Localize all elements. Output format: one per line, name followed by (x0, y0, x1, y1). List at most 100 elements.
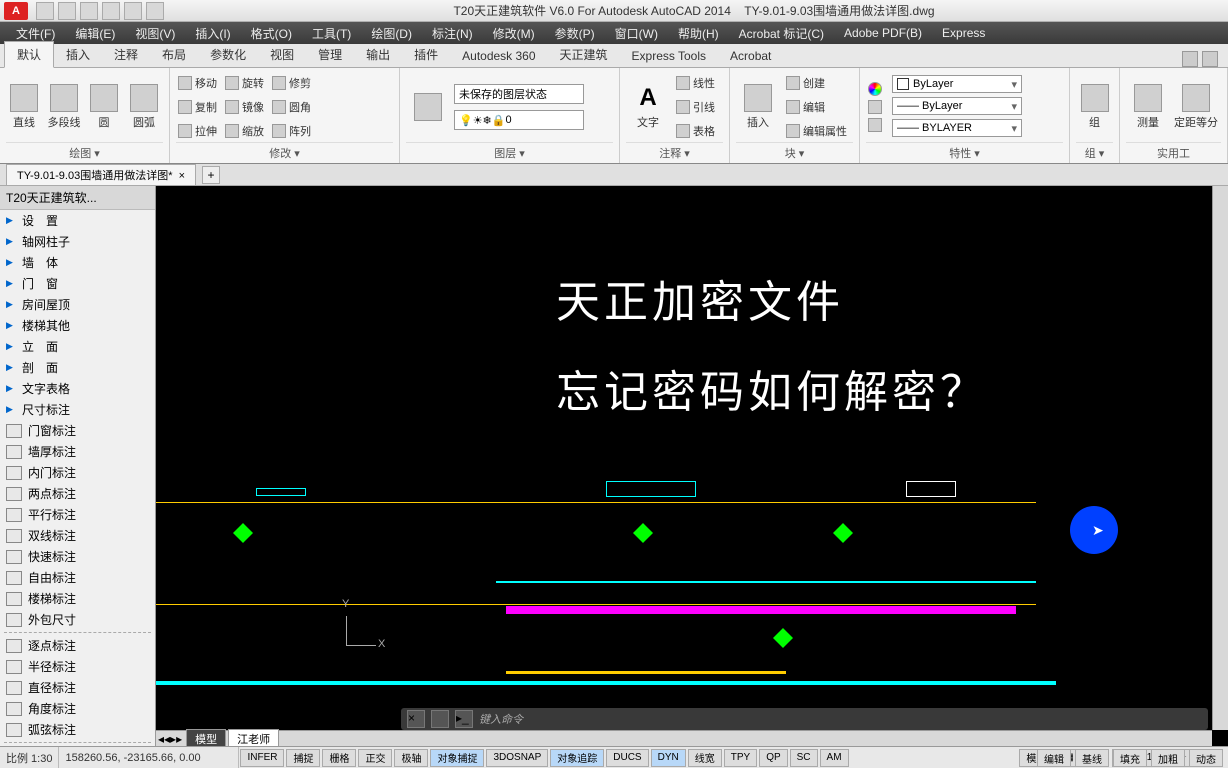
ribbon-tab[interactable]: 参数化 (198, 42, 258, 67)
menu-item[interactable]: 插入(I) (185, 25, 240, 42)
side-tool[interactable]: 角度标注 (0, 698, 155, 719)
ribbon-tab[interactable]: 输出 (354, 42, 402, 67)
drawing-canvas[interactable]: [-][俯视][二维线框] 天正加密文件 忘记密码如何解密？ ➤ X Y (156, 186, 1228, 746)
ribbon-tab[interactable]: Autodesk 360 (450, 45, 547, 67)
side-tool[interactable]: 半径标注 (0, 656, 155, 677)
status-toggle-正交[interactable]: 正交 (358, 749, 392, 767)
list-button[interactable] (866, 117, 884, 133)
app-logo[interactable]: A (4, 2, 28, 20)
qat-new-icon[interactable] (36, 2, 54, 20)
layer-state-combo[interactable]: 未保存的图层状态 (454, 84, 584, 104)
draw-直线-button[interactable]: 直线 (6, 73, 42, 141)
ribbon-tab[interactable]: Acrobat (718, 45, 783, 67)
block-button[interactable]: 创建 (784, 74, 849, 92)
status-toggle-TPY[interactable]: TPY (724, 749, 757, 767)
measure-button[interactable]: 测量 (1126, 73, 1170, 141)
side-category[interactable]: ▶墙 体 (0, 252, 155, 273)
side-category[interactable]: ▶立 面 (0, 336, 155, 357)
modify-button[interactable]: 修剪 (270, 74, 313, 92)
status-fill[interactable]: 填充 (1113, 749, 1147, 767)
side-category[interactable]: ▶房间屋顶 (0, 294, 155, 315)
modify-button[interactable]: 复制 (176, 98, 219, 116)
side-category[interactable]: ▶楼梯其他 (0, 315, 155, 336)
annot-button[interactable]: 线性 (674, 74, 717, 92)
side-tool[interactable]: 平行标注 (0, 504, 155, 525)
side-category[interactable]: ▶剖 面 (0, 357, 155, 378)
cmd-close-icon[interactable]: × (407, 710, 425, 728)
status-edit[interactable]: 编辑 (1037, 749, 1071, 767)
layer-props-button[interactable] (406, 73, 450, 141)
side-category[interactable]: ▶设 置 (0, 210, 155, 231)
layer-current-combo[interactable]: 💡☀❄🔒 0 (454, 110, 584, 130)
qat-save-icon[interactable] (80, 2, 98, 20)
text-button[interactable]: A文字 (626, 73, 670, 141)
menu-item[interactable]: Acrobat 标记(C) (729, 25, 834, 42)
status-toggle-AM[interactable]: AM (820, 749, 849, 767)
document-tab[interactable]: TY-9.01-9.03围墙通用做法详图* × (6, 164, 196, 185)
side-tool[interactable]: 墙厚标注 (0, 441, 155, 462)
status-toggle-QP[interactable]: QP (759, 749, 787, 767)
group-button[interactable]: 组 (1076, 73, 1113, 141)
status-toggle-极轴[interactable]: 极轴 (394, 749, 428, 767)
side-tool[interactable]: 快速标注 (0, 546, 155, 567)
status-toggle-DYN[interactable]: DYN (651, 749, 686, 767)
side-tool[interactable]: 直径标注 (0, 677, 155, 698)
modify-button[interactable]: 拉伸 (176, 122, 219, 140)
modify-button[interactable]: 旋转 (223, 74, 266, 92)
status-toggle-INFER[interactable]: INFER (240, 749, 284, 767)
status-toggle-SC[interactable]: SC (790, 749, 818, 767)
side-category[interactable]: ▶尺寸标注 (0, 399, 155, 420)
status-toggle-线宽[interactable]: 线宽 (688, 749, 722, 767)
status-toggle-DUCS[interactable]: DUCS (606, 749, 648, 767)
modify-button[interactable]: 圆角 (270, 98, 313, 116)
status-baseline[interactable]: 基线 (1075, 749, 1109, 767)
ribbon-tab[interactable]: 默认 (4, 41, 54, 68)
linetype-combo[interactable]: —— BYLAYER (892, 119, 1022, 137)
side-tool[interactable]: 外包尺寸 (0, 609, 155, 630)
annot-button[interactable]: 表格 (674, 122, 717, 140)
modify-button[interactable]: 阵列 (270, 122, 313, 140)
ribbon-tab[interactable]: 管理 (306, 42, 354, 67)
side-tool[interactable]: 逐点标注 (0, 635, 155, 656)
side-tool[interactable]: 两点标注 (0, 483, 155, 504)
side-tool[interactable]: 内门标注 (0, 462, 155, 483)
side-tool[interactable]: 尺寸编辑 (0, 745, 155, 746)
menu-item[interactable]: 标注(N) (422, 25, 483, 42)
status-bold[interactable]: 加粗 (1151, 749, 1185, 767)
bulb-icon[interactable] (1182, 51, 1198, 67)
menu-item[interactable]: 编辑(E) (65, 25, 125, 42)
ribbon-tab[interactable]: 天正建筑 (548, 42, 620, 67)
block-button[interactable]: 编辑 (784, 98, 849, 116)
menu-item[interactable]: Adobe PDF(B) (834, 26, 932, 40)
ribbon-tab[interactable]: 注释 (102, 42, 150, 67)
ribbon-tab[interactable]: 插件 (402, 42, 450, 67)
menu-item[interactable]: 绘图(D) (361, 25, 422, 42)
command-input[interactable]: 键入命令 (479, 711, 1202, 727)
qat-redo-icon[interactable] (124, 2, 142, 20)
ribbon-tab[interactable]: Express Tools (620, 45, 718, 67)
menu-item[interactable]: 帮助(H) (668, 25, 729, 42)
menu-item[interactable]: 工具(T) (302, 25, 361, 42)
menu-item[interactable]: 文件(F) (6, 25, 65, 42)
block-button[interactable]: 编辑属性 (784, 122, 849, 140)
menu-item[interactable]: 格式(O) (241, 25, 302, 42)
cmd-config-icon[interactable] (431, 710, 449, 728)
modify-button[interactable]: 缩放 (223, 122, 266, 140)
vertical-scrollbar[interactable] (1212, 186, 1228, 730)
status-toggle-栅格[interactable]: 栅格 (322, 749, 356, 767)
menu-item[interactable]: 参数(P) (545, 25, 605, 42)
menu-item[interactable]: 视图(V) (125, 25, 185, 42)
qat-print-icon[interactable] (146, 2, 164, 20)
divide-button[interactable]: 定距等分 (1174, 73, 1218, 141)
modify-button[interactable]: 移动 (176, 74, 219, 92)
side-category[interactable]: ▶轴网柱子 (0, 231, 155, 252)
side-tool[interactable]: 楼梯标注 (0, 588, 155, 609)
modify-button[interactable]: 镜像 (223, 98, 266, 116)
status-toggle-对象追踪[interactable]: 对象追踪 (550, 749, 604, 767)
qat-undo-icon[interactable] (102, 2, 120, 20)
menu-item[interactable]: 窗口(W) (605, 25, 668, 42)
side-tool[interactable]: 双线标注 (0, 525, 155, 546)
side-tool[interactable]: 门窗标注 (0, 420, 155, 441)
ribbon-tab[interactable]: 插入 (54, 42, 102, 67)
add-document-button[interactable]: + (202, 166, 220, 184)
